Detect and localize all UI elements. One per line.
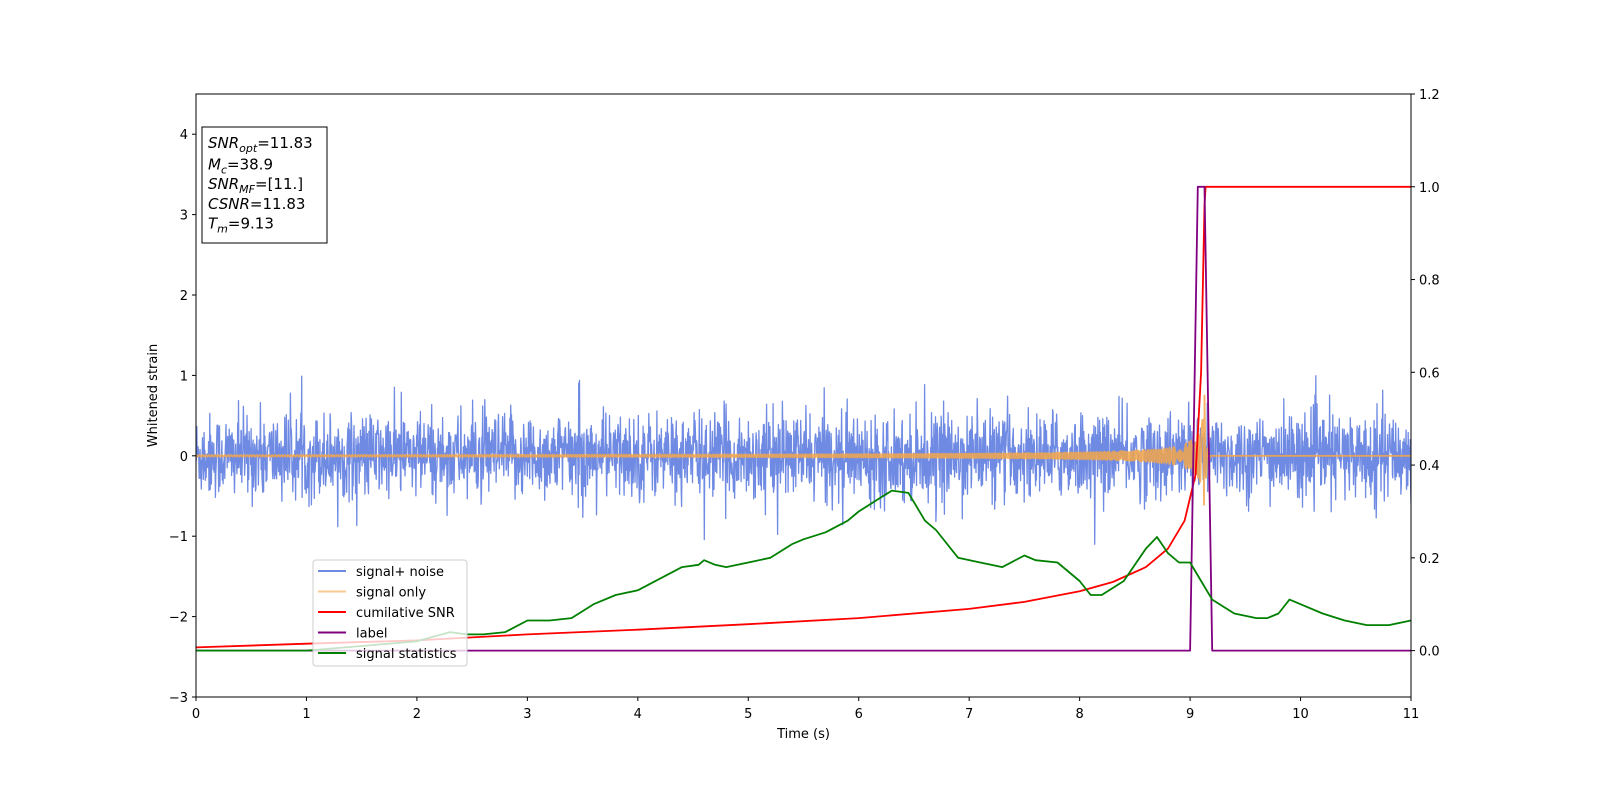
legend-frame <box>312 559 468 667</box>
x-tick-label: 10 <box>1292 707 1309 722</box>
series-signal-noise-line <box>196 375 1411 545</box>
y-right-tick-label: 0.0 <box>1419 645 1440 660</box>
y-left-tick-label: −1 <box>169 530 188 545</box>
axes-layer: 0 1 2 3 4 5 6 7 8 9 10 11 −3 −2 −1 0 1 2 3 4 0.0 0.2 0.4 0.6 0.8… <box>169 88 1440 722</box>
y-left-tick-label: 4 <box>180 128 188 143</box>
y-left-tick-label: 0 <box>180 450 188 465</box>
series-signal-statistics-line <box>196 489 1411 652</box>
plot-frame <box>195 93 1412 698</box>
info-box-symbol: T <box>208 214 219 232</box>
x-axis-label: Time (s) <box>776 727 830 742</box>
info-box-symbol: SNR <box>208 134 239 152</box>
y-axis-label: Whitened strain <box>146 344 161 447</box>
y-left-tick-label: 2 <box>180 289 188 304</box>
info-box-frame <box>201 126 328 244</box>
x-tick-label: 7 <box>965 707 973 722</box>
info-box-subscript: m <box>217 222 228 235</box>
y-right-tick-label: 1.0 <box>1419 181 1440 196</box>
info-box-value: =11.83 <box>257 134 313 152</box>
legend: signal+ noise signal only cumilative SNR la… <box>312 559 468 667</box>
legend-label-signal-only: signal only <box>356 586 426 601</box>
info-box-value: =9.13 <box>228 214 274 232</box>
info-box-line: CSNR=11.83 <box>208 195 305 213</box>
info-box-value: =38.9 <box>227 156 273 174</box>
series-layer <box>196 185 1411 652</box>
legend-label-signal-noise: signal+ noise <box>356 565 444 580</box>
y-right-tick-label: 0.4 <box>1419 459 1440 474</box>
y-left-tick-label: 3 <box>180 209 188 224</box>
x-tick-label: 2 <box>413 707 421 722</box>
series-cumilative-snr-line <box>196 185 1411 649</box>
info-box-line: SNRopt=11.83 <box>208 134 313 155</box>
y-right-tick-label: 0.6 <box>1419 366 1440 381</box>
info-box-symbol: M <box>208 156 221 174</box>
info-box-value: =[11.] <box>255 175 303 193</box>
x-tick-label: 5 <box>744 707 752 722</box>
x-tick-label: 4 <box>634 707 642 722</box>
x-tick-label: 6 <box>855 707 863 722</box>
y-right-tick-label: 1.2 <box>1419 88 1440 103</box>
info-box-subscript: c <box>221 164 227 177</box>
info-box-symbol: CSNR <box>208 195 250 213</box>
info-box-line: Mc=38.9 <box>208 156 273 177</box>
x-tick-label: 1 <box>302 707 310 722</box>
y-left-tick-label: 1 <box>180 369 188 384</box>
legend-label-signal-statistics: signal statistics <box>356 647 457 662</box>
series-label-line <box>196 185 1411 652</box>
legend-label-cumilative-snr: cumilative SNR <box>356 606 455 621</box>
y-left-tick-label: −2 <box>169 611 188 626</box>
info-box-line: SNRMF=[11.] <box>208 175 303 196</box>
x-tick-label: 8 <box>1075 707 1083 722</box>
info-box: SNRopt=11.83Mc=38.9SNRMF=[11.]CSNR=11.83… <box>201 126 328 244</box>
info-box-subscript: MF <box>239 183 255 196</box>
info-box-value: =11.83 <box>250 195 306 213</box>
y-right-tick-label: 0.8 <box>1419 274 1440 289</box>
y-left-tick-label: −3 <box>169 691 188 706</box>
info-box-line: Tm=9.13 <box>208 214 274 235</box>
info-box-subscript: opt <box>239 142 258 155</box>
x-tick-label: 9 <box>1186 707 1194 722</box>
x-tick-label: 3 <box>523 707 531 722</box>
x-tick-label: 0 <box>192 707 200 722</box>
info-box-symbol: SNR <box>208 175 239 193</box>
y-right-tick-label: 0.2 <box>1419 552 1440 567</box>
legend-label-label: label <box>356 627 387 642</box>
x-tick-label: 11 <box>1403 707 1420 722</box>
